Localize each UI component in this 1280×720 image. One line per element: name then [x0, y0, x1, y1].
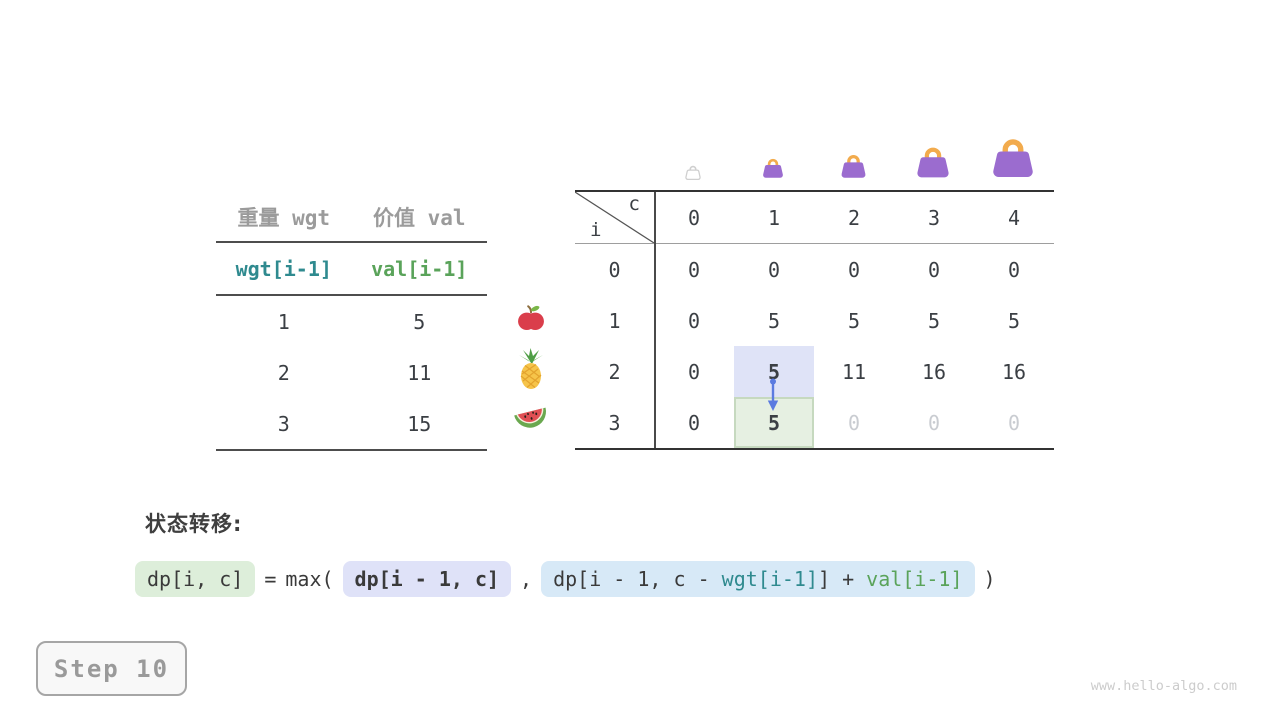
items-cell-val: 15	[407, 411, 432, 436]
dp-col-header-4: 4	[1007, 205, 1021, 230]
dp-cell-3-2: 0	[847, 410, 861, 435]
formula-close-paren: )	[983, 567, 996, 591]
items-cell-wgt: 3	[277, 411, 290, 436]
dp-cell-1-0: 0	[687, 308, 701, 333]
handbag-icon	[839, 153, 868, 183]
dp-row-header-2: 2	[608, 359, 621, 384]
dp-col-header-1: 1	[767, 205, 781, 230]
formula-comma: ,	[520, 567, 533, 591]
dp-cell-1-3: 5	[927, 308, 941, 333]
state-transition-formula: dp[i, c] = max( dp[i - 1, c] , dp[i - 1,…	[135, 561, 996, 597]
dp-cell-0-3: 0	[927, 257, 941, 282]
items-cell-wgt: 1	[277, 309, 290, 334]
watermark: www.hello-algo.com	[1090, 678, 1237, 694]
dp-row-0: 0 0 0 0 0 0	[575, 244, 1054, 295]
items-subheader-val: val[i-1]	[371, 256, 468, 281]
col-variable-label: c	[628, 193, 640, 215]
formula-arg2-prefix: dp[i - 1, c -	[553, 567, 722, 591]
items-subheader-wgt: wgt[i-1]	[235, 256, 332, 281]
divider	[216, 449, 487, 451]
divider	[216, 294, 487, 296]
dp-cell-0-4: 0	[1007, 257, 1021, 282]
dp-row-header-0: 0	[608, 257, 621, 282]
dp-cell-0-0: 0	[687, 257, 701, 282]
dp-col-header-0: 0	[687, 205, 701, 230]
items-row-pineapple: 2 11	[216, 347, 487, 398]
items-table-header-row: 重量 wgt 价值 val	[216, 192, 487, 241]
formula-arg2-val: val[i-1]	[866, 567, 963, 591]
formula-arg2-wgt: wgt[i-1]	[721, 567, 818, 591]
dp-row-1: 1 0 5 5 5 5	[575, 295, 1054, 346]
dp-table: c i 0 1 2 3 4 0 0 0 0 0 0 1 0 5 5 5 5 2	[575, 190, 1054, 450]
formula-lhs-chip: dp[i, c]	[135, 561, 256, 597]
items-cell-val: 11	[407, 360, 432, 385]
state-transition-label: 状态转移:	[145, 512, 243, 536]
dp-cell-3-4: 0	[1007, 410, 1021, 435]
items-table: 重量 wgt 价值 val wgt[i-1] val[i-1] 1 5 2 11…	[216, 192, 487, 451]
dp-table-vertical-divider	[654, 192, 656, 448]
dp-row-2: 2 0 5 11 16 16	[575, 346, 1054, 397]
dp-cell-2-0: 0	[687, 359, 701, 384]
formula-arg2-chip: dp[i - 1, c - wgt[i-1]] + val[i-1]	[541, 561, 975, 597]
dp-cell-2-4: 16	[1001, 359, 1027, 384]
dp-corner-cell: c i	[575, 192, 654, 243]
dp-cell-2-3: 16	[921, 359, 947, 384]
handbag-icon	[761, 157, 785, 183]
pineapple-icon	[515, 347, 547, 395]
transition-arrow-icon	[765, 378, 781, 416]
dp-row-header-3: 3	[608, 410, 621, 435]
dp-cell-0-1: 0	[767, 257, 781, 282]
items-table-subheader-row: wgt[i-1] val[i-1]	[216, 243, 487, 294]
items-cell-wgt: 2	[277, 360, 290, 385]
watermelon-icon	[512, 402, 550, 440]
dp-cell-3-3: 0	[927, 410, 941, 435]
divider	[216, 241, 487, 243]
items-row-apple: 1 5	[216, 296, 487, 347]
handbag-icon	[914, 145, 952, 183]
dp-header-row: c i 0 1 2 3 4	[575, 192, 1054, 244]
dp-cell-1-1: 5	[767, 308, 781, 333]
row-variable-label: i	[590, 219, 602, 241]
items-row-watermelon: 3 15	[216, 398, 487, 449]
step-badge: Step 10	[36, 641, 187, 696]
dp-col-header-3: 3	[927, 205, 941, 230]
items-col-header-wgt: 重量 wgt	[237, 205, 331, 230]
formula-max-open: max(	[285, 567, 334, 591]
diagonal-line	[575, 192, 654, 243]
items-col-header-val: 价值 val	[372, 205, 466, 230]
dp-cell-2-2: 11	[841, 359, 867, 384]
handbag-icon	[989, 136, 1037, 183]
dp-cell-1-4: 5	[1007, 308, 1021, 333]
dp-row-3: 3 0 5 0 0 0	[575, 397, 1054, 448]
dp-cell-3-0: 0	[687, 410, 701, 435]
formula-arg2-infix: ] +	[818, 567, 867, 591]
dp-col-header-2: 2	[847, 205, 861, 230]
formula-arg1-chip: dp[i - 1, c]	[342, 561, 512, 597]
empty-bag-icon	[684, 163, 702, 184]
dp-cell-0-2: 0	[847, 257, 861, 282]
items-cell-val: 5	[413, 309, 426, 334]
apple-icon	[516, 303, 546, 337]
dp-row-header-1: 1	[608, 308, 621, 333]
dp-cell-1-2: 5	[847, 308, 861, 333]
formula-equals: =	[264, 567, 277, 591]
